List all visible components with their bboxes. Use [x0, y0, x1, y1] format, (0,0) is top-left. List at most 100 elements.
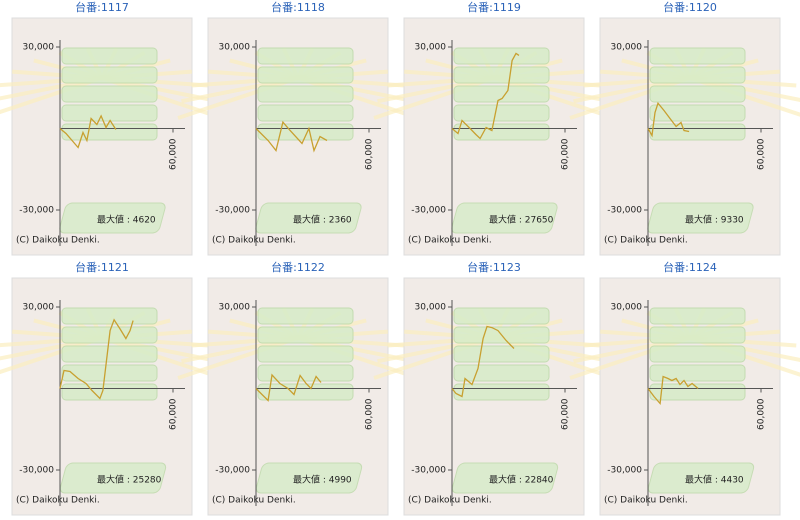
decor-tower: [649, 364, 746, 382]
decor-base: [451, 202, 558, 234]
x-tick-label: 60,000: [365, 398, 375, 430]
y-tick-label: -30,000: [19, 466, 54, 476]
y-tick-label: -30,000: [215, 466, 250, 476]
x-tick-label: 60,000: [169, 398, 179, 430]
y-tick-label: -30,000: [411, 466, 446, 476]
max-annotation: 最大値 : 22840: [489, 474, 554, 486]
x-tick-label: 60,000: [365, 138, 375, 170]
decor-tower: [649, 383, 746, 401]
decor-ray: [689, 76, 800, 117]
y-tick-label: -30,000: [19, 206, 54, 216]
y-tick-label: 30,000: [415, 303, 447, 313]
chart-title: 台番:1119: [467, 0, 521, 14]
y-tick-label: 30,000: [611, 43, 643, 53]
decor-tower: [649, 47, 746, 65]
chart-title: 台番:1120: [663, 0, 717, 14]
chart-panel: 台番:1122 30,000 -30,000 60,000 最大値 : 4990 (C) …: [177, 260, 419, 516]
data-line: [59, 318, 134, 400]
decor-tower: [453, 383, 550, 401]
x-tick-label: 60,000: [757, 138, 767, 170]
y-tick-label: -30,000: [215, 206, 250, 216]
copyright: (C) Daikoku Denki.: [212, 236, 296, 246]
decor-tower: [649, 326, 746, 344]
decor-tower: [649, 104, 746, 122]
chart-panel: 台番:1117 30,000 -30,000 60,000 最大値 : 4620 (C) …: [0, 0, 223, 256]
decor-tower: [453, 307, 550, 325]
decor-tower: [453, 104, 550, 122]
max-annotation: 最大値 : 9330: [685, 214, 744, 226]
y-tick-label: 30,000: [611, 303, 643, 313]
max-annotation: 最大値 : 4620: [97, 214, 156, 226]
chart-panel: 台番:1118 30,000 -30,000 60,000 最大値 : 2360 (C) …: [177, 0, 419, 256]
decor-ray: [689, 336, 800, 377]
decor-tower: [257, 345, 354, 363]
max-annotation: 最大値 : 25280: [97, 474, 162, 486]
chart-title: 台番:1118: [271, 0, 325, 14]
y-tick-label: 30,000: [219, 43, 251, 53]
data-line: [255, 373, 322, 402]
decor-tower: [61, 307, 158, 325]
decor-tower: [453, 345, 550, 363]
chart-panel: 台番:1123 30,000 -30,000 60,000 最大値 : 22840 (C)…: [373, 260, 615, 516]
decor-ray: [569, 76, 691, 120]
decor-tower: [257, 104, 354, 122]
max-annotation: 最大値 : 4430: [685, 474, 744, 486]
decor-tower: [649, 66, 746, 84]
decor-tower: [649, 85, 746, 103]
copyright: (C) Daikoku Denki.: [604, 236, 688, 246]
data-line: [647, 101, 690, 138]
decor-base: [647, 462, 755, 494]
decor-tower: [257, 307, 354, 325]
x-tick-label: 60,000: [561, 398, 571, 430]
decor-base: [59, 202, 166, 234]
decor-tower: [453, 364, 550, 382]
decor-tower: [61, 123, 158, 141]
chart-title: 台番:1122: [271, 260, 325, 274]
chart-title: 台番:1117: [75, 0, 129, 14]
chart-title: 台番:1123: [467, 260, 521, 274]
decor-tower: [257, 326, 354, 344]
max-annotation: 最大値 : 4990: [293, 474, 352, 486]
decor-tower: [61, 85, 158, 103]
y-tick-label: -30,000: [411, 206, 446, 216]
decor-base: [59, 462, 167, 494]
copyright: (C) Daikoku Denki.: [604, 496, 688, 506]
y-tick-label: -30,000: [607, 206, 642, 216]
chart-panel: 台番:1120 30,000 -30,000 60,000 最大値 : 9330 (C) …: [569, 0, 800, 256]
decor-base: [647, 202, 754, 234]
decor-ray: [373, 336, 495, 380]
decor-base: [255, 462, 363, 494]
chart-title: 台番:1124: [663, 260, 717, 274]
data-line: [451, 325, 515, 398]
decor-ray: [569, 336, 691, 380]
decor-ray: [177, 76, 299, 120]
chart-panel: 台番:1119 30,000 -30,000 60,000 最大値 : 27650 (C)…: [373, 0, 615, 256]
copyright: (C) Daikoku Denki.: [16, 496, 100, 506]
chart-panel: 台番:1124 30,000 -30,000 60,000 最大値 : 4430 (C) …: [569, 260, 800, 516]
chart-title: 台番:1121: [75, 260, 129, 274]
decor-tower: [257, 85, 354, 103]
decor-ray: [373, 76, 495, 120]
decor-tower: [649, 345, 746, 363]
y-tick-label: -30,000: [607, 466, 642, 476]
copyright: (C) Daikoku Denki.: [408, 236, 492, 246]
decor-tower: [453, 85, 550, 103]
x-tick-label: 60,000: [169, 138, 179, 170]
decor-tower: [61, 383, 158, 401]
decor-tower: [61, 66, 158, 84]
decor-tower: [649, 307, 746, 325]
decor-tower: [257, 383, 354, 401]
data-line: [451, 52, 520, 140]
decor-ray: [177, 336, 299, 380]
decor-base: [451, 462, 559, 494]
decor-tower: [257, 47, 354, 65]
decor-tower: [453, 66, 550, 84]
copyright: (C) Daikoku Denki.: [16, 236, 100, 246]
decor-ray: [0, 76, 103, 115]
data-line: [647, 375, 699, 406]
y-tick-label: 30,000: [23, 43, 55, 53]
decor-tower: [61, 47, 158, 65]
x-tick-label: 60,000: [757, 398, 767, 430]
decor-ray: [0, 336, 103, 375]
